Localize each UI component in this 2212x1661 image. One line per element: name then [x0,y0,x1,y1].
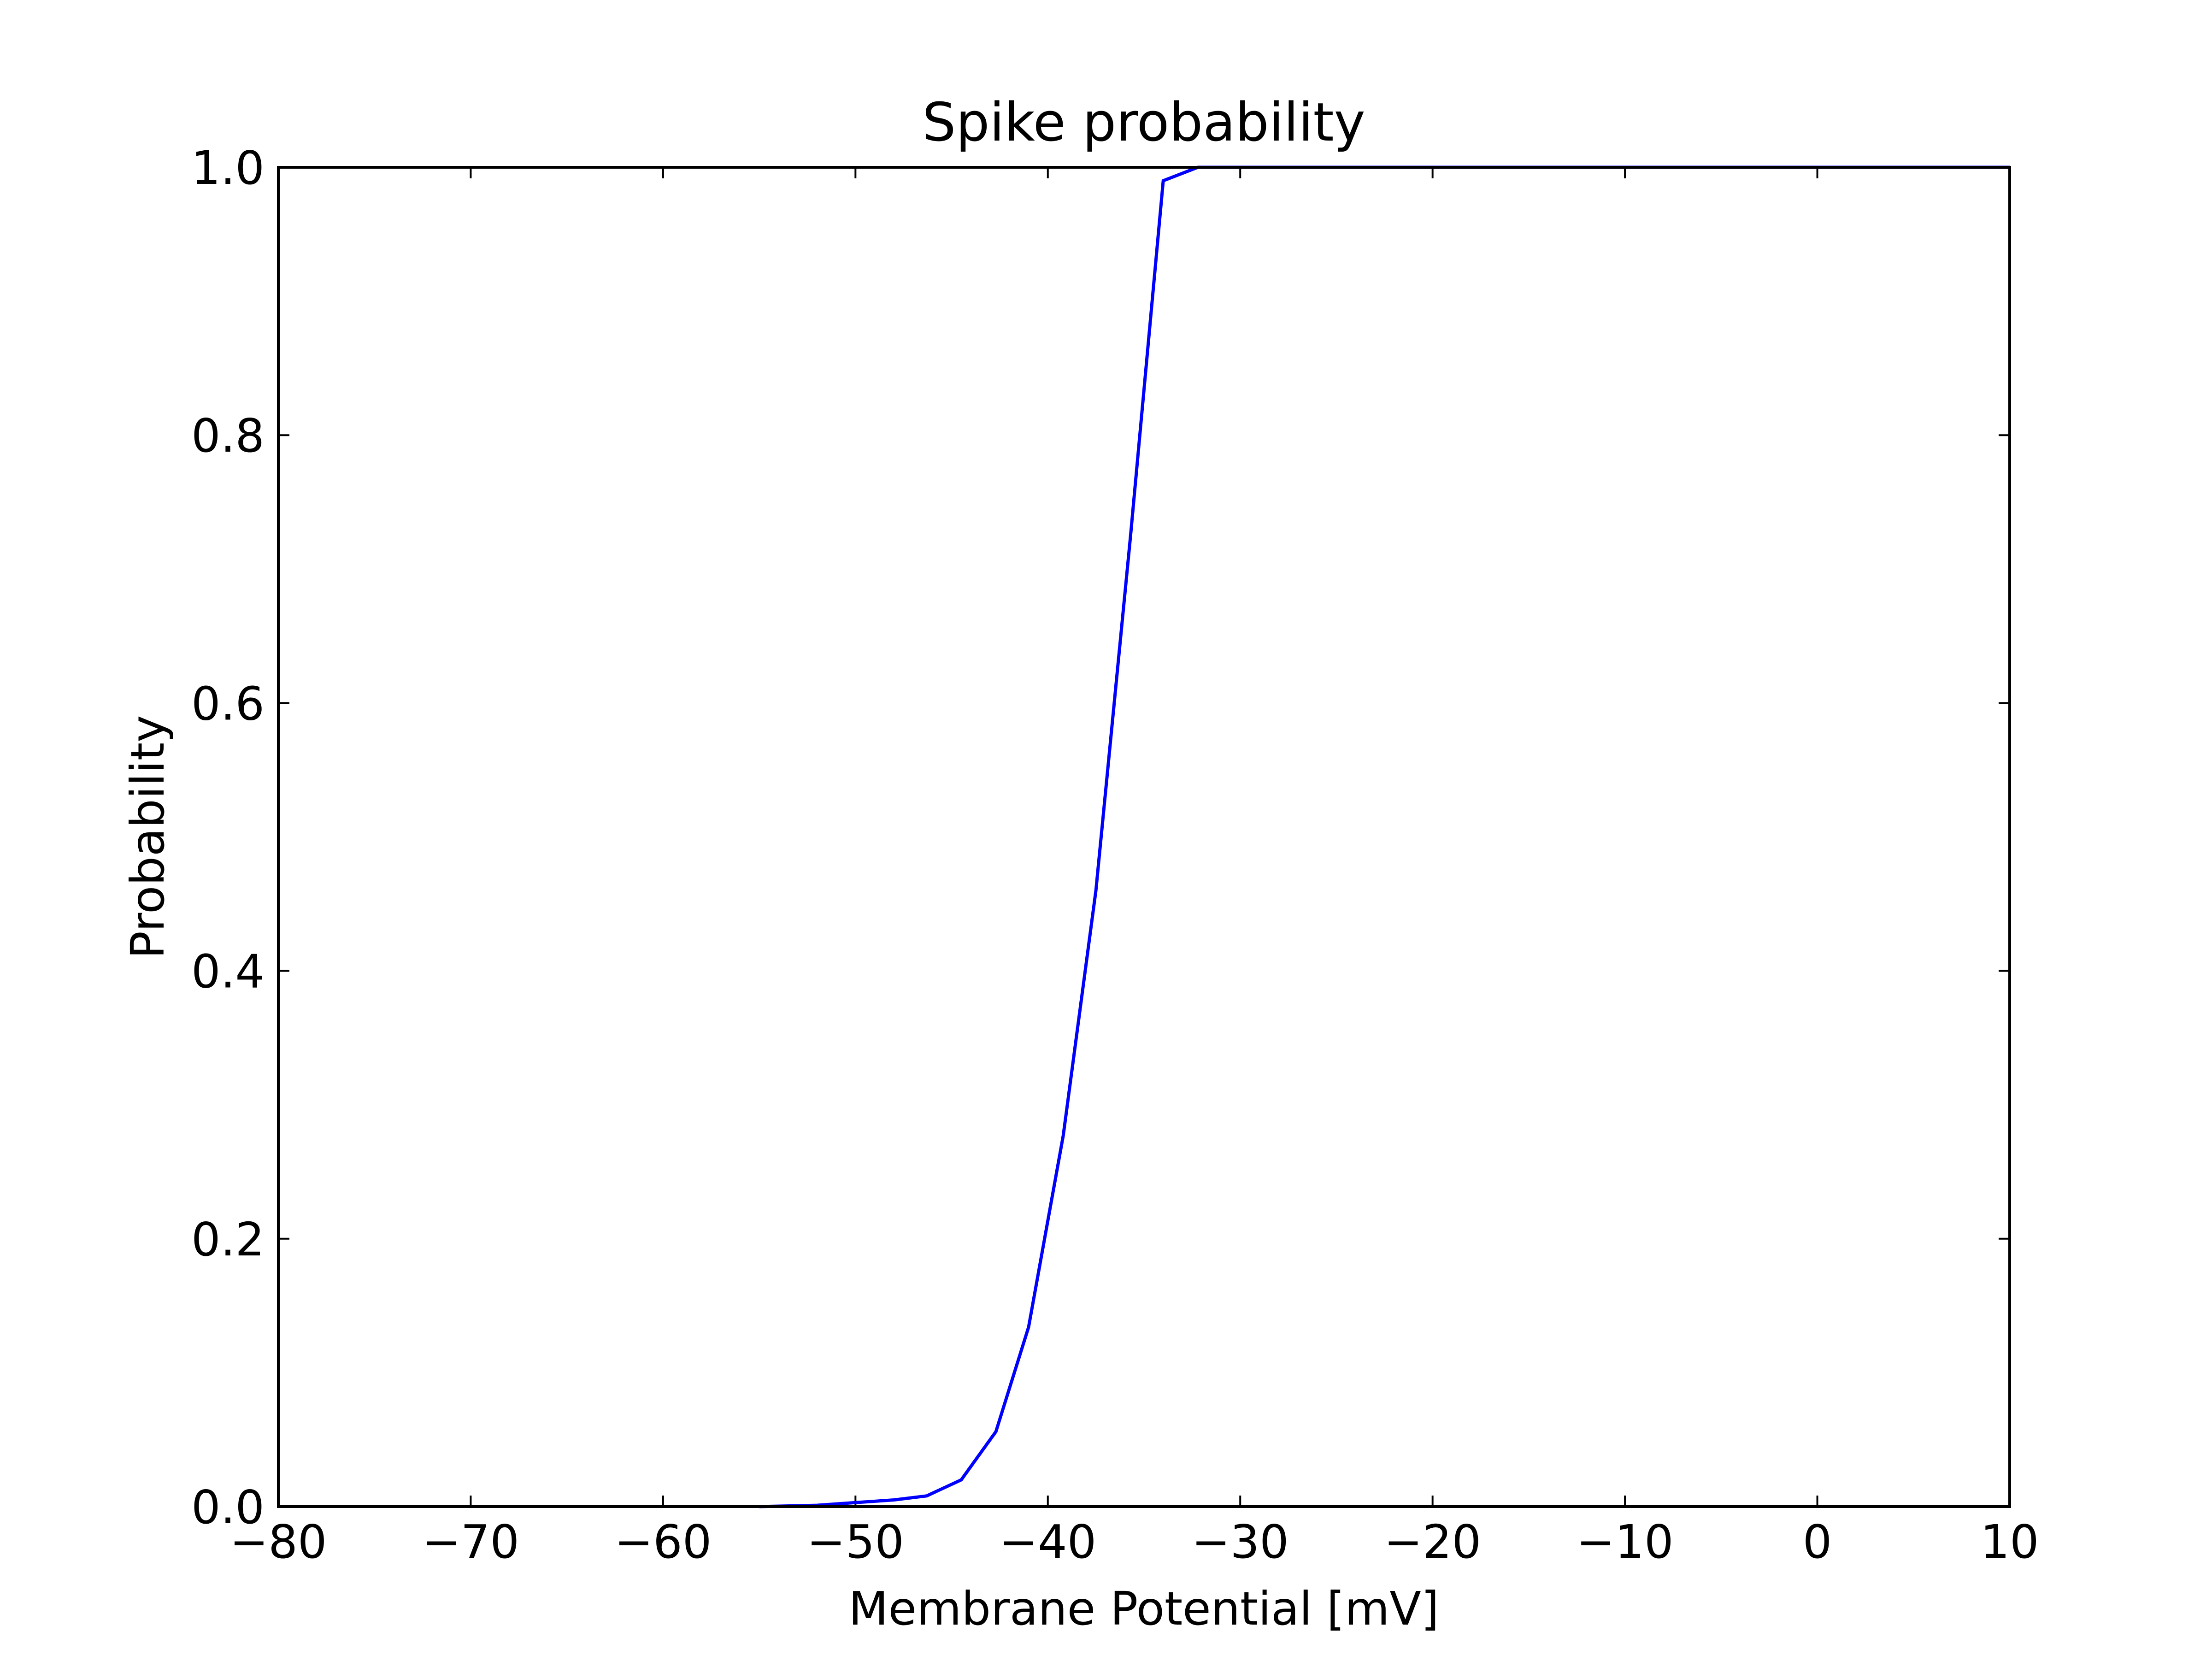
x-tick-label: −10 [1577,1515,1674,1569]
y-axis-label: Probability [121,715,175,959]
y-tick-label: 0.8 [191,409,265,463]
x-tick-label: −70 [422,1515,519,1569]
x-tick-label: −20 [1384,1515,1481,1569]
series-line [759,165,2010,1508]
axes-frame [277,166,2011,1508]
x-tick-label: −60 [614,1515,712,1569]
x-tick-label: 10 [1980,1515,2039,1569]
x-tick-label: −50 [807,1515,904,1569]
axes-border [277,166,2011,1508]
x-tick-label: 0 [1803,1515,1832,1569]
tick-layer: −80 −70 −60 −50 −40 −30 −20 −10 0 10 0.0 0.2 0.4 0.6 0… [191,141,2039,1569]
y-tick-label: 0.0 [191,1480,265,1534]
x-axis-label: Membrane Potential [mV] [848,1582,1439,1636]
chart-title: Spike probability [922,92,1365,153]
plot-area [278,167,2010,1507]
series-layer [759,165,2010,1508]
y-tick-label: 0.4 [191,945,265,999]
x-tick-label: −30 [1192,1515,1289,1569]
y-tick-label: 0.2 [191,1213,265,1266]
y-tick-label: 1.0 [191,141,265,195]
x-tick-label: −40 [999,1515,1096,1569]
y-tick-label: 0.6 [191,677,265,730]
x-tick-label: −80 [229,1515,327,1569]
